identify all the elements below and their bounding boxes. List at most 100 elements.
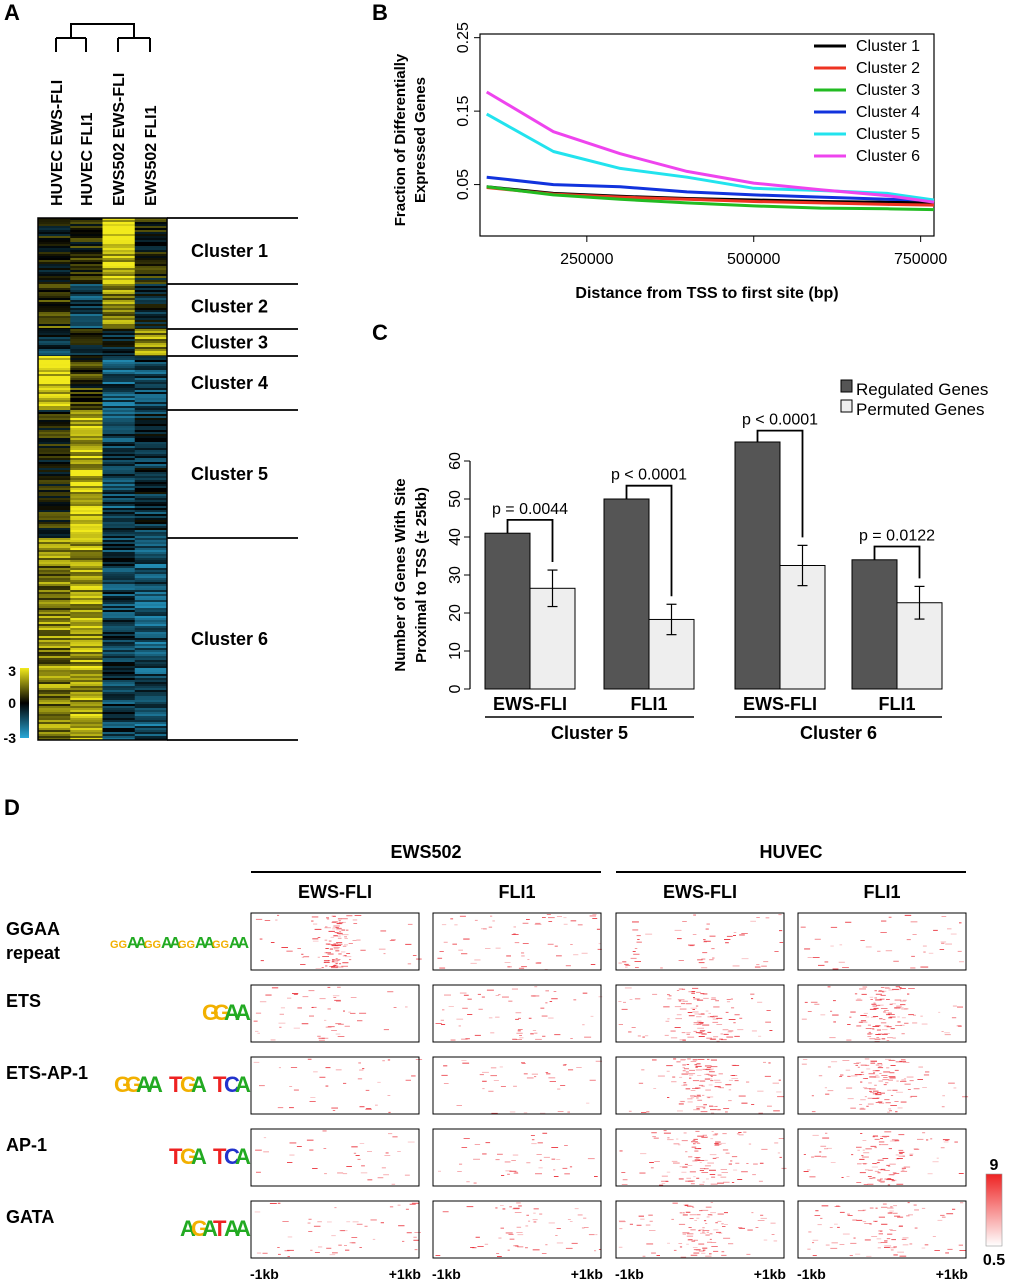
motif-logo-letter: G — [144, 939, 153, 951]
heatmap-cell — [70, 506, 103, 509]
heatmap-cell — [70, 562, 103, 565]
signal-mark — [689, 1218, 694, 1219]
heatmap-cell — [38, 728, 71, 731]
signal-mark — [457, 1171, 462, 1172]
signal-mark — [651, 1132, 657, 1134]
motif-logo-letter: T — [213, 1144, 227, 1169]
signal-mark — [696, 1016, 702, 1018]
signal-mark — [688, 1227, 692, 1228]
heatmap-cell — [38, 626, 71, 629]
heatmap-cell — [102, 678, 136, 681]
heatmap-cell — [134, 652, 168, 655]
signal-mark — [332, 995, 340, 997]
heatmap-cell — [134, 584, 168, 587]
signal-mark — [890, 1095, 894, 1096]
heatmap-cell — [102, 668, 136, 671]
y-tick-label: 60 — [447, 452, 464, 470]
signal-mark — [678, 1103, 684, 1105]
heatmap-cell — [38, 562, 71, 565]
heatmap-cell — [134, 428, 168, 431]
signal-mark — [880, 932, 887, 933]
signal-mark — [335, 1023, 342, 1025]
signal-mark — [342, 962, 349, 964]
signal-mark — [584, 1036, 592, 1038]
signal-mark — [951, 1017, 957, 1019]
heatmap-cell — [70, 640, 103, 643]
cluster-label: Cluster 6 — [191, 629, 268, 649]
signal-mark — [548, 1017, 554, 1019]
heatmap-cell — [102, 610, 136, 613]
heatmap-cell — [70, 343, 103, 346]
heatmap-cell — [70, 382, 103, 385]
signal-mark — [886, 999, 890, 1000]
heatmap-cell — [102, 644, 136, 647]
heatmap-cell — [38, 618, 71, 621]
heatmap-cell — [102, 490, 136, 493]
heatmap-cell — [102, 400, 136, 403]
signal-mark — [397, 1151, 401, 1152]
signal-mark — [667, 1097, 670, 1098]
signal-mark — [932, 1236, 936, 1237]
signal-mark — [711, 997, 716, 999]
signal-mark — [681, 988, 686, 990]
signal-mark — [856, 1062, 861, 1064]
signal-mark — [284, 1250, 290, 1252]
signal-mark — [876, 1162, 880, 1164]
signal-mark — [864, 1239, 871, 1241]
heatmap-cell — [70, 337, 103, 340]
heatmap-cell — [102, 312, 136, 315]
signal-mark — [443, 1065, 448, 1067]
heatmap-panel — [250, 1128, 420, 1187]
heatmap-cell — [134, 586, 168, 589]
signal-mark — [336, 932, 343, 934]
signal-mark — [862, 1149, 865, 1151]
heatmap-cell — [70, 388, 103, 391]
signal-mark — [337, 1036, 345, 1037]
heatmap-cell — [102, 366, 136, 369]
heatmap-cell — [70, 404, 103, 407]
signal-mark — [947, 1248, 953, 1250]
signal-mark — [824, 1087, 827, 1089]
signal-mark — [705, 1089, 711, 1091]
signal-mark — [331, 960, 335, 962]
signal-mark — [695, 1066, 698, 1068]
signal-mark — [495, 1016, 500, 1018]
signal-mark — [492, 920, 495, 922]
signal-mark — [945, 943, 952, 945]
signal-mark — [673, 1162, 680, 1164]
signal-mark — [618, 1001, 622, 1002]
signal-mark — [332, 926, 338, 928]
heatmap-cell — [70, 324, 103, 327]
signal-mark — [888, 916, 892, 918]
heatmap-cell — [38, 576, 71, 579]
signal-mark — [513, 1085, 517, 1087]
heatmap-cell — [134, 484, 168, 487]
heatmap-cell — [134, 288, 168, 291]
signal-mark — [569, 1166, 573, 1168]
signal-mark — [472, 1247, 477, 1249]
heatmap-cell — [134, 396, 168, 399]
signal-mark — [279, 1026, 282, 1028]
heatmap-cell — [70, 692, 103, 695]
heatmap-cell — [70, 578, 103, 581]
colorbar-max: 9 — [990, 1157, 999, 1174]
signal-mark — [581, 952, 588, 954]
signal-mark — [405, 1208, 409, 1210]
heatmap-cell — [134, 524, 168, 527]
signal-mark — [890, 1105, 897, 1106]
signal-mark — [839, 1211, 845, 1213]
signal-mark — [696, 1020, 702, 1022]
heatmap-cell — [70, 700, 103, 703]
heatmap-cell — [38, 532, 71, 535]
signal-mark — [686, 1235, 694, 1237]
signal-mark — [673, 1058, 677, 1060]
signal-mark — [687, 1098, 693, 1100]
signal-mark — [818, 964, 825, 966]
heatmap-cell — [102, 550, 136, 553]
signal-mark — [901, 1033, 905, 1035]
signal-mark — [883, 1137, 887, 1138]
signal-mark — [700, 1013, 705, 1015]
heatmap-cell — [38, 482, 71, 485]
heatmap-cell — [102, 458, 136, 461]
heatmap-cell — [38, 366, 71, 369]
